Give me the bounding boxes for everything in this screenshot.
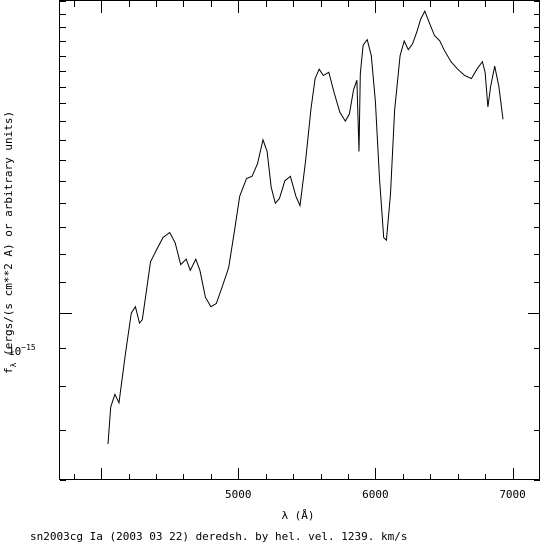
y-axis-label: fλ (ergs/(s cm**2 A) or arbitrary units) — [2, 111, 18, 374]
x-tick-label: 7000 — [499, 488, 526, 501]
x-axis-label: λ (Å) — [281, 509, 314, 522]
y-tick-exponent: −15 — [21, 343, 36, 352]
x-tick-label: 6000 — [362, 488, 389, 501]
axis-ticks — [60, 1, 540, 481]
spectrum-line — [107, 9, 504, 445]
y-axis-label-main: f — [2, 367, 15, 374]
y-tick-base: 10 — [8, 345, 21, 358]
y-axis-label-rest: (ergs/(s cm**2 A) or arbitrary units) — [2, 111, 15, 363]
x-tick-labels: 5000 6000 7000 — [225, 488, 526, 501]
y-axis-label-subscript: λ — [9, 362, 18, 367]
plot-frame — [59, 0, 540, 480]
chart-caption: sn2003cg Ia (2003 03 22) deredsh. by hel… — [30, 530, 408, 543]
x-tick-label: 5000 — [225, 488, 252, 501]
y-tick-label: 10−15 — [8, 343, 36, 358]
